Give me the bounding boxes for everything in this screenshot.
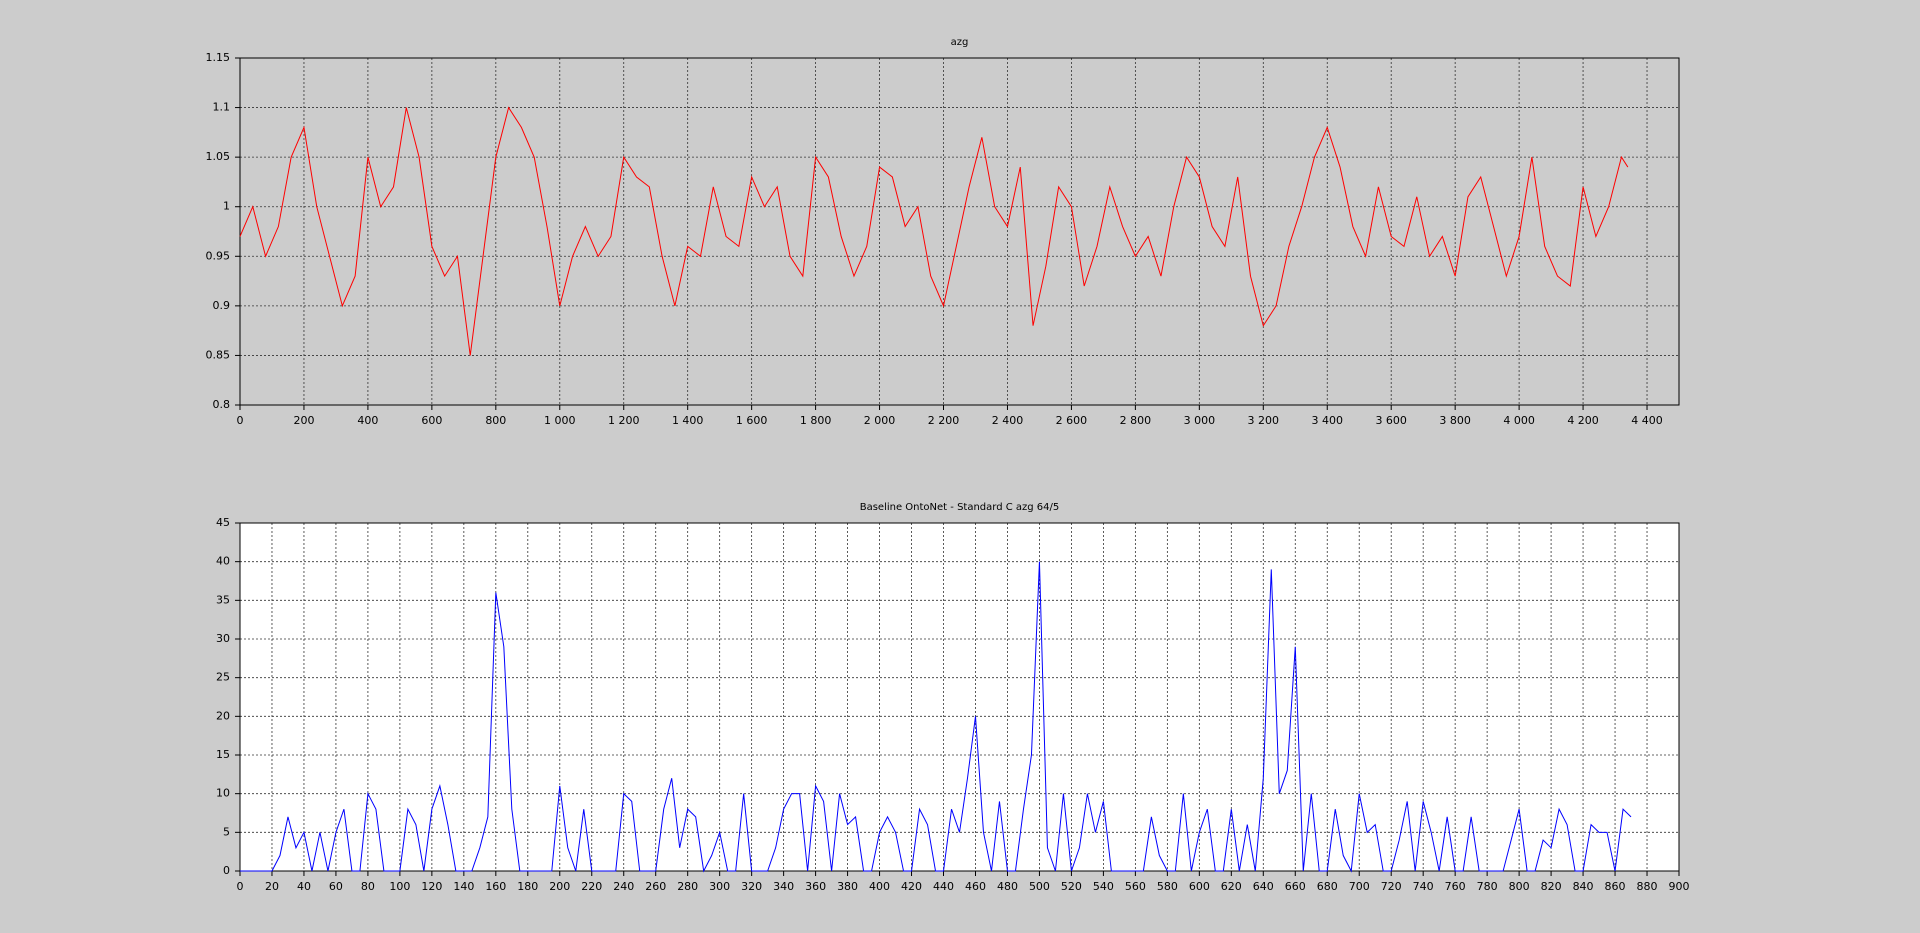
y-tick-label: 5 bbox=[223, 825, 230, 838]
x-tick-label: 20 bbox=[265, 880, 279, 893]
y-tick-label: 35 bbox=[216, 593, 230, 606]
x-tick-label: 1 400 bbox=[672, 414, 704, 427]
x-tick-label: 800 bbox=[485, 414, 506, 427]
y-tick-label: 20 bbox=[216, 709, 230, 722]
x-tick-label: 400 bbox=[357, 414, 378, 427]
x-tick-label: 320 bbox=[741, 880, 762, 893]
data-line bbox=[240, 561, 1632, 873]
x-tick-label: 3 200 bbox=[1248, 414, 1280, 427]
x-tick-label: 80 bbox=[361, 880, 375, 893]
x-tick-label: 3 600 bbox=[1375, 414, 1407, 427]
x-tick-label: 600 bbox=[421, 414, 442, 427]
x-tick-label: 300 bbox=[709, 880, 730, 893]
x-tick-label: 720 bbox=[1381, 880, 1402, 893]
x-tick-label: 700 bbox=[1349, 880, 1370, 893]
plot-area bbox=[240, 523, 1679, 871]
x-tick-label: 400 bbox=[869, 880, 890, 893]
x-tick-label: 440 bbox=[933, 880, 954, 893]
x-tick-label: 240 bbox=[613, 880, 634, 893]
x-tick-label: 4 000 bbox=[1503, 414, 1535, 427]
x-tick-label: 680 bbox=[1317, 880, 1338, 893]
x-tick-label: 2 000 bbox=[864, 414, 896, 427]
x-tick-label: 260 bbox=[645, 880, 666, 893]
y-tick-label: 15 bbox=[216, 748, 230, 761]
x-tick-label: 120 bbox=[421, 880, 442, 893]
x-tick-label: 1 000 bbox=[544, 414, 576, 427]
x-tick-label: 1 600 bbox=[736, 414, 768, 427]
x-tick-label: 3 800 bbox=[1439, 414, 1471, 427]
x-tick-label: 460 bbox=[965, 880, 986, 893]
y-tick-label: 0.9 bbox=[213, 299, 231, 312]
x-tick-label: 840 bbox=[1573, 880, 1594, 893]
x-tick-label: 220 bbox=[581, 880, 602, 893]
x-tick-label: 40 bbox=[297, 880, 311, 893]
x-tick-label: 1 800 bbox=[800, 414, 832, 427]
x-tick-label: 820 bbox=[1541, 880, 1562, 893]
x-tick-label: 900 bbox=[1669, 880, 1690, 893]
x-tick-label: 660 bbox=[1285, 880, 1306, 893]
y-tick-label: 0.95 bbox=[206, 249, 231, 262]
x-tick-label: 340 bbox=[773, 880, 794, 893]
x-tick-label: 140 bbox=[453, 880, 474, 893]
y-tick-label: 25 bbox=[216, 671, 230, 684]
y-tick-label: 0.8 bbox=[213, 398, 231, 411]
x-tick-label: 2 200 bbox=[928, 414, 960, 427]
y-tick-label: 30 bbox=[216, 632, 230, 645]
x-tick-label: 160 bbox=[485, 880, 506, 893]
x-tick-label: 520 bbox=[1061, 880, 1082, 893]
y-tick-label: 1 bbox=[223, 200, 230, 213]
y-tick-label: 0.85 bbox=[206, 348, 231, 361]
plot-frame bbox=[239, 522, 1680, 872]
x-tick-label: 420 bbox=[901, 880, 922, 893]
x-tick-label: 620 bbox=[1221, 880, 1242, 893]
x-tick-label: 200 bbox=[549, 880, 570, 893]
x-tick-label: 540 bbox=[1093, 880, 1114, 893]
y-tick-label: 40 bbox=[216, 555, 230, 568]
x-tick-label: 4 400 bbox=[1631, 414, 1663, 427]
x-tick-label: 180 bbox=[517, 880, 538, 893]
x-tick-label: 580 bbox=[1157, 880, 1178, 893]
x-tick-label: 600 bbox=[1189, 880, 1210, 893]
x-tick-label: 780 bbox=[1477, 880, 1498, 893]
chart-title: azg bbox=[951, 37, 969, 48]
x-tick-label: 740 bbox=[1413, 880, 1434, 893]
x-tick-label: 640 bbox=[1253, 880, 1274, 893]
plot-frame bbox=[239, 57, 1680, 406]
y-tick-label: 10 bbox=[216, 787, 230, 800]
y-tick-label: 0 bbox=[223, 864, 230, 877]
chart-title: Baseline OntoNet - Standard C azg 64/5 bbox=[860, 502, 1060, 513]
x-tick-label: 280 bbox=[677, 880, 698, 893]
x-tick-label: 800 bbox=[1509, 880, 1530, 893]
x-tick-label: 2 600 bbox=[1056, 414, 1088, 427]
x-tick-label: 60 bbox=[329, 880, 343, 893]
x-tick-label: 880 bbox=[1637, 880, 1658, 893]
data-line bbox=[239, 106, 1629, 356]
x-tick-label: 200 bbox=[293, 414, 314, 427]
y-tick-label: 1.1 bbox=[213, 101, 231, 114]
x-tick-label: 480 bbox=[997, 880, 1018, 893]
x-tick-label: 0 bbox=[237, 880, 244, 893]
x-tick-label: 560 bbox=[1125, 880, 1146, 893]
y-tick-label: 1.05 bbox=[206, 150, 231, 163]
x-tick-label: 4 200 bbox=[1567, 414, 1599, 427]
x-tick-label: 760 bbox=[1445, 880, 1466, 893]
x-tick-label: 1 200 bbox=[608, 414, 640, 427]
x-tick-label: 2 800 bbox=[1120, 414, 1152, 427]
x-tick-label: 360 bbox=[805, 880, 826, 893]
x-tick-label: 3 000 bbox=[1184, 414, 1216, 427]
y-tick-label: 1.15 bbox=[206, 51, 231, 64]
x-tick-label: 2 400 bbox=[992, 414, 1024, 427]
x-tick-label: 380 bbox=[837, 880, 858, 893]
x-tick-label: 0 bbox=[237, 414, 244, 427]
y-tick-label: 45 bbox=[216, 516, 230, 529]
x-tick-label: 100 bbox=[389, 880, 410, 893]
x-tick-label: 500 bbox=[1029, 880, 1050, 893]
x-tick-label: 860 bbox=[1605, 880, 1626, 893]
x-tick-label: 3 400 bbox=[1311, 414, 1343, 427]
